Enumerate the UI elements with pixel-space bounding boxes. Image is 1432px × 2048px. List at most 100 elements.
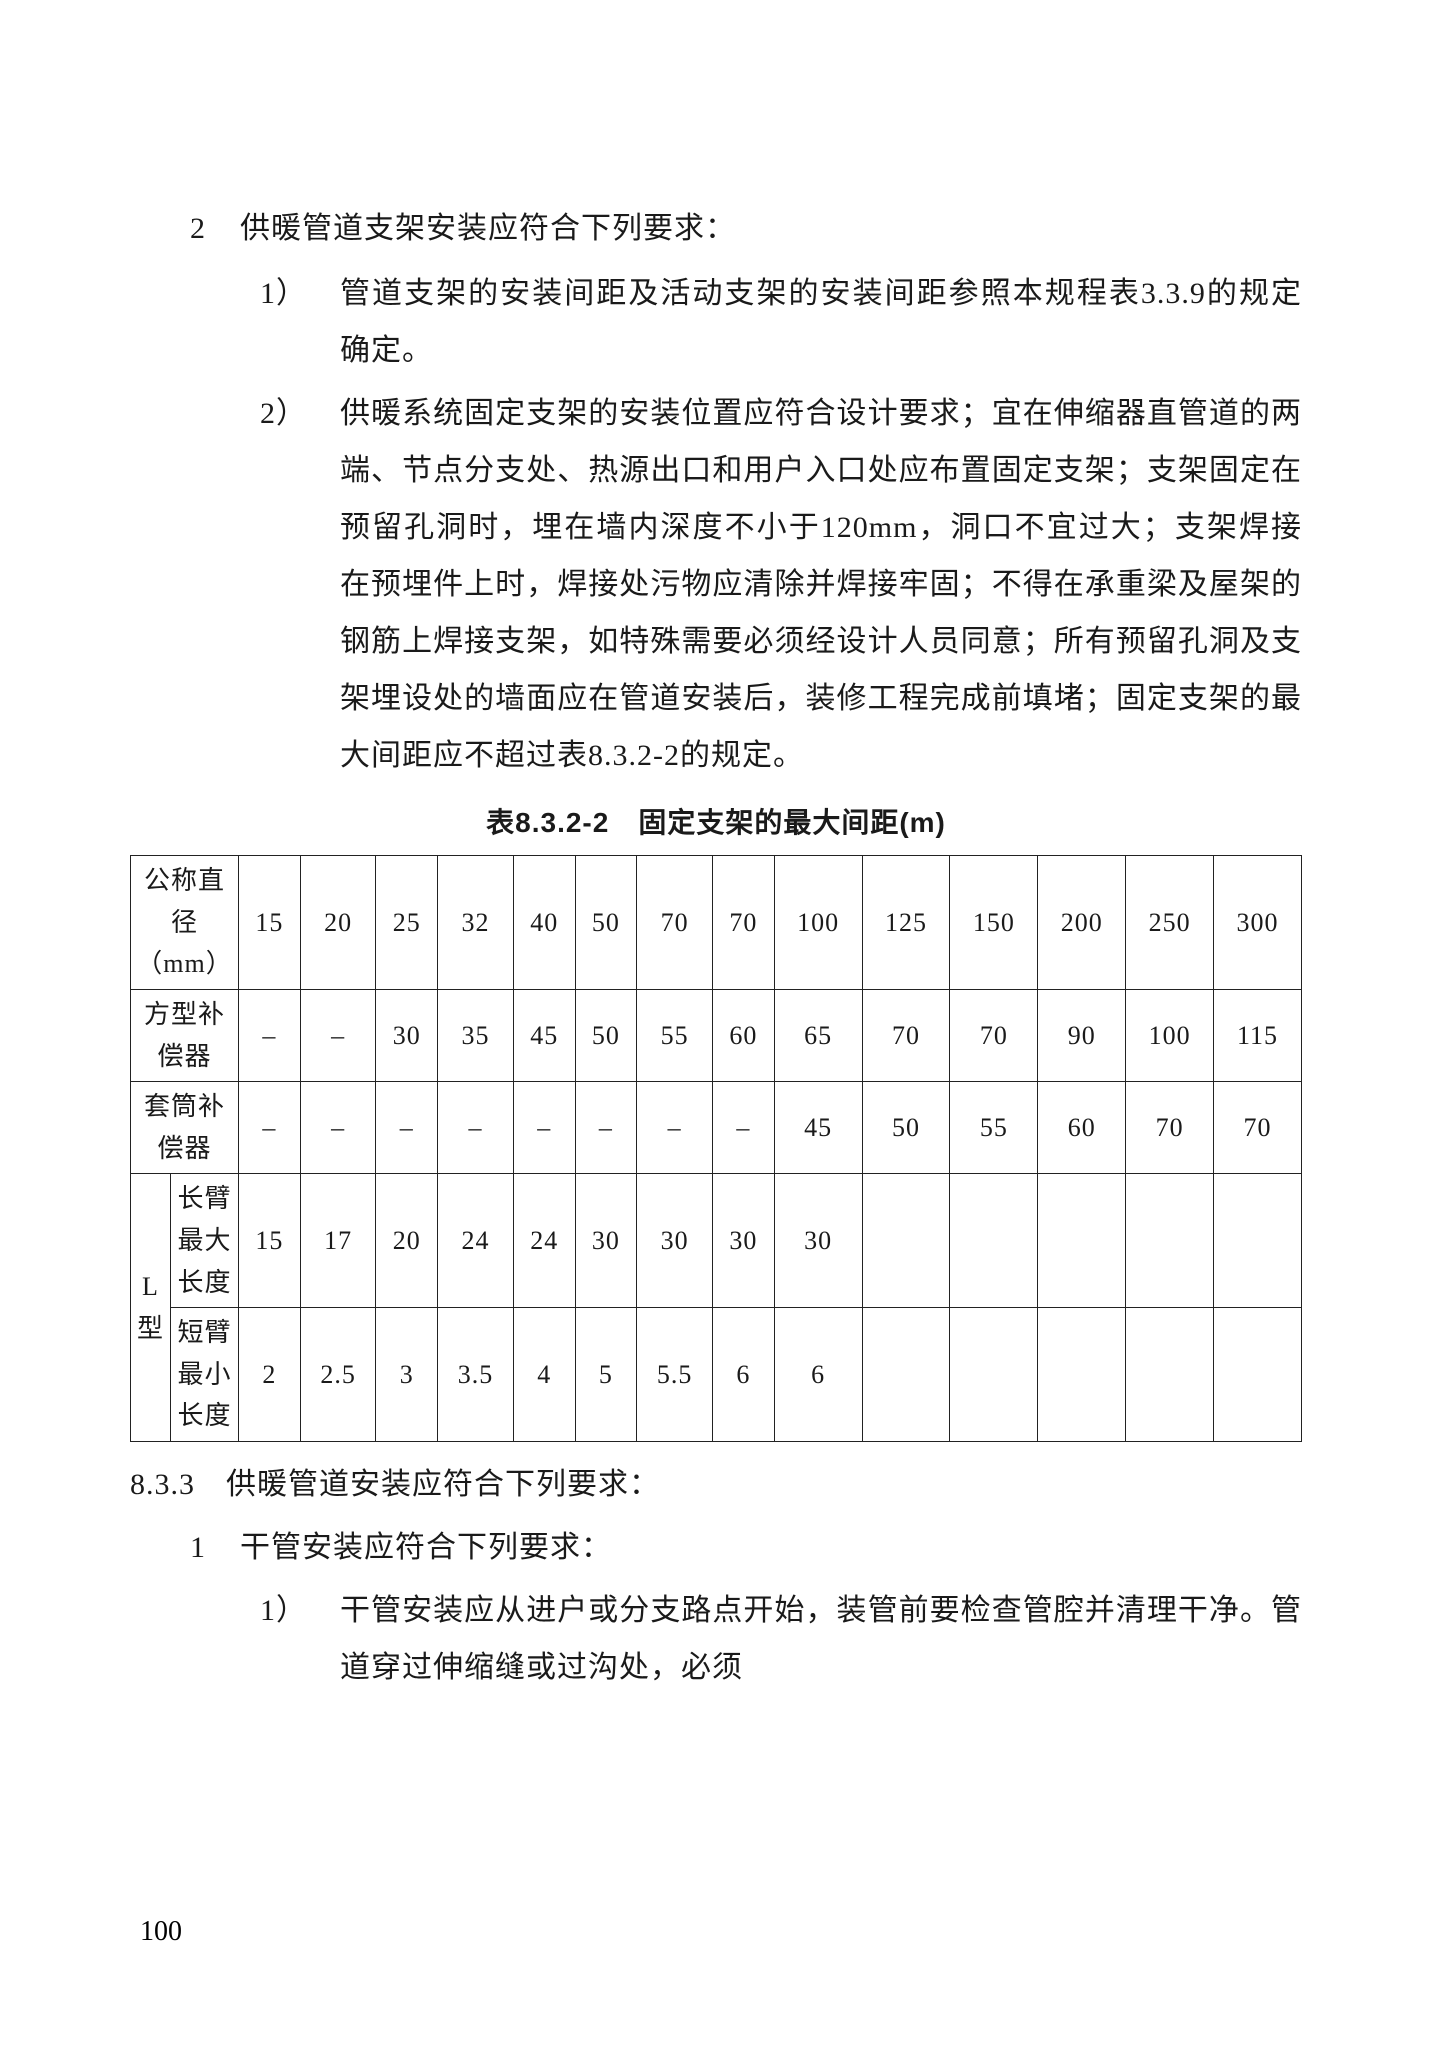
table-cell: [1214, 1308, 1302, 1442]
table-cell: 45: [774, 1082, 862, 1174]
table-cell: –: [712, 1082, 774, 1174]
table-cell: 70: [1214, 1082, 1302, 1174]
table-cell: 55: [637, 989, 713, 1081]
row-label: 套筒补偿器: [131, 1082, 239, 1174]
row-label: 方型补偿器: [131, 989, 239, 1081]
table-cell: 4: [513, 1308, 575, 1442]
table-cell: 15: [239, 1174, 301, 1308]
table-cell: [1038, 1174, 1126, 1308]
table-cell: 65: [774, 989, 862, 1081]
list-item-2: 2供暖管道支架安装应符合下列要求：: [130, 200, 1302, 257]
sub-number: 2）: [260, 385, 307, 442]
table-cell: 24: [513, 1174, 575, 1308]
sub-text: 管道支架的安装间距及活动支架的安装间距参照本规程表3.3.9的规定确定。: [260, 265, 1302, 379]
table-cell: 30: [376, 989, 438, 1081]
header-cell: 15: [239, 856, 301, 990]
table-cell: 17: [300, 1174, 376, 1308]
table-cell: 90: [1038, 989, 1126, 1081]
header-cell: 200: [1038, 856, 1126, 990]
item-number: 1: [190, 1519, 240, 1576]
table-cell: [1038, 1308, 1126, 1442]
table-cell: 2: [239, 1308, 301, 1442]
table-cell: 60: [712, 989, 774, 1081]
table-cell: –: [300, 989, 376, 1081]
table-cell: 30: [637, 1174, 713, 1308]
table-cell: [1214, 1174, 1302, 1308]
section-number: 8.3.3: [130, 1456, 226, 1513]
sub-number: 1）: [260, 265, 307, 322]
list-item-1: 1干管安装应符合下列要求：: [130, 1519, 1302, 1576]
section-text: 供暖管道安装应符合下列要求：: [226, 1468, 660, 1501]
table-cell: –: [239, 1082, 301, 1174]
sub-list-item-1: 1） 管道支架的安装间距及活动支架的安装间距参照本规程表3.3.9的规定确定。: [130, 265, 1302, 379]
header-cell: 100: [774, 856, 862, 990]
spacing-table: 公称直径（mm） 15 20 25 32 40 50 70 70 100 125…: [130, 855, 1302, 1442]
sub-number: 1）: [260, 1582, 307, 1639]
table-cell: 70: [950, 989, 1038, 1081]
header-cell: 50: [575, 856, 637, 990]
row-label: 长臂最大长度: [171, 1174, 239, 1308]
document-content: 2供暖管道支架安装应符合下列要求： 1） 管道支架的安装间距及活动支架的安装间距…: [130, 200, 1302, 1696]
group-label: L型: [131, 1174, 171, 1442]
table-row: 短臂最小长度 2 2.5 3 3.5 4 5 5.5 6 6: [131, 1308, 1302, 1442]
header-cell: 300: [1214, 856, 1302, 990]
table-cell: 30: [774, 1174, 862, 1308]
table-caption: 表8.3.2-2 固定支架的最大间距(m): [130, 796, 1302, 849]
table-cell: 70: [862, 989, 950, 1081]
table-cell: –: [575, 1082, 637, 1174]
header-cell: 125: [862, 856, 950, 990]
table-cell: –: [438, 1082, 514, 1174]
table-cell: [862, 1308, 950, 1442]
table-cell: 5: [575, 1308, 637, 1442]
table-cell: –: [376, 1082, 438, 1174]
sub-list-item-2: 2） 供暖系统固定支架的安装位置应符合设计要求；宜在伸缩器直管道的两端、节点分支…: [130, 385, 1302, 784]
item-number: 2: [190, 200, 240, 257]
sub-text: 干管安装应从进户或分支路点开始，装管前要检查管腔并清理干净。管道穿过伸缩缝或过沟…: [260, 1582, 1302, 1696]
table-cell: 35: [438, 989, 514, 1081]
table-row: 方型补偿器 – – 30 35 45 50 55 60 65 70 70 90 …: [131, 989, 1302, 1081]
table-cell: 2.5: [300, 1308, 376, 1442]
table-cell: 60: [1038, 1082, 1126, 1174]
table-cell: 6: [774, 1308, 862, 1442]
table-cell: 3: [376, 1308, 438, 1442]
item-text: 供暖管道支架安装应符合下列要求：: [240, 212, 736, 245]
table-cell: 30: [712, 1174, 774, 1308]
table-cell: –: [300, 1082, 376, 1174]
table-cell: [950, 1174, 1038, 1308]
header-cell: 40: [513, 856, 575, 990]
header-cell: 20: [300, 856, 376, 990]
table-cell: 45: [513, 989, 575, 1081]
row-label: 短臂最小长度: [171, 1308, 239, 1442]
section-8-3-3: 8.3.3供暖管道安装应符合下列要求：: [130, 1456, 1302, 1513]
header-col0: 公称直径（mm）: [131, 856, 239, 990]
table-cell: 30: [575, 1174, 637, 1308]
header-cell: 70: [712, 856, 774, 990]
table-row: 套筒补偿器 – – – – – – – – 45 50 55 60 70 70: [131, 1082, 1302, 1174]
header-cell: 32: [438, 856, 514, 990]
table-cell: –: [513, 1082, 575, 1174]
table-cell: 50: [575, 989, 637, 1081]
table-cell: 55: [950, 1082, 1038, 1174]
table-cell: –: [239, 989, 301, 1081]
header-cell: 25: [376, 856, 438, 990]
item-text: 干管安装应符合下列要求：: [240, 1531, 612, 1564]
table-cell: [950, 1308, 1038, 1442]
table-cell: 6: [712, 1308, 774, 1442]
table-row: L型 长臂最大长度 15 17 20 24 24 30 30 30 30: [131, 1174, 1302, 1308]
table-cell: 70: [1126, 1082, 1214, 1174]
table-cell: –: [637, 1082, 713, 1174]
table-cell: 24: [438, 1174, 514, 1308]
table-cell: 20: [376, 1174, 438, 1308]
table-cell: [862, 1174, 950, 1308]
table-header-row: 公称直径（mm） 15 20 25 32 40 50 70 70 100 125…: [131, 856, 1302, 990]
page-number: 100: [140, 1916, 182, 1948]
header-cell: 150: [950, 856, 1038, 990]
table-cell: [1126, 1174, 1214, 1308]
table-cell: 100: [1126, 989, 1214, 1081]
table-cell: [1126, 1308, 1214, 1442]
table-cell: 50: [862, 1082, 950, 1174]
sub-text: 供暖系统固定支架的安装位置应符合设计要求；宜在伸缩器直管道的两端、节点分支处、热…: [260, 385, 1302, 784]
header-cell: 70: [637, 856, 713, 990]
table-cell: 115: [1214, 989, 1302, 1081]
header-cell: 250: [1126, 856, 1214, 990]
